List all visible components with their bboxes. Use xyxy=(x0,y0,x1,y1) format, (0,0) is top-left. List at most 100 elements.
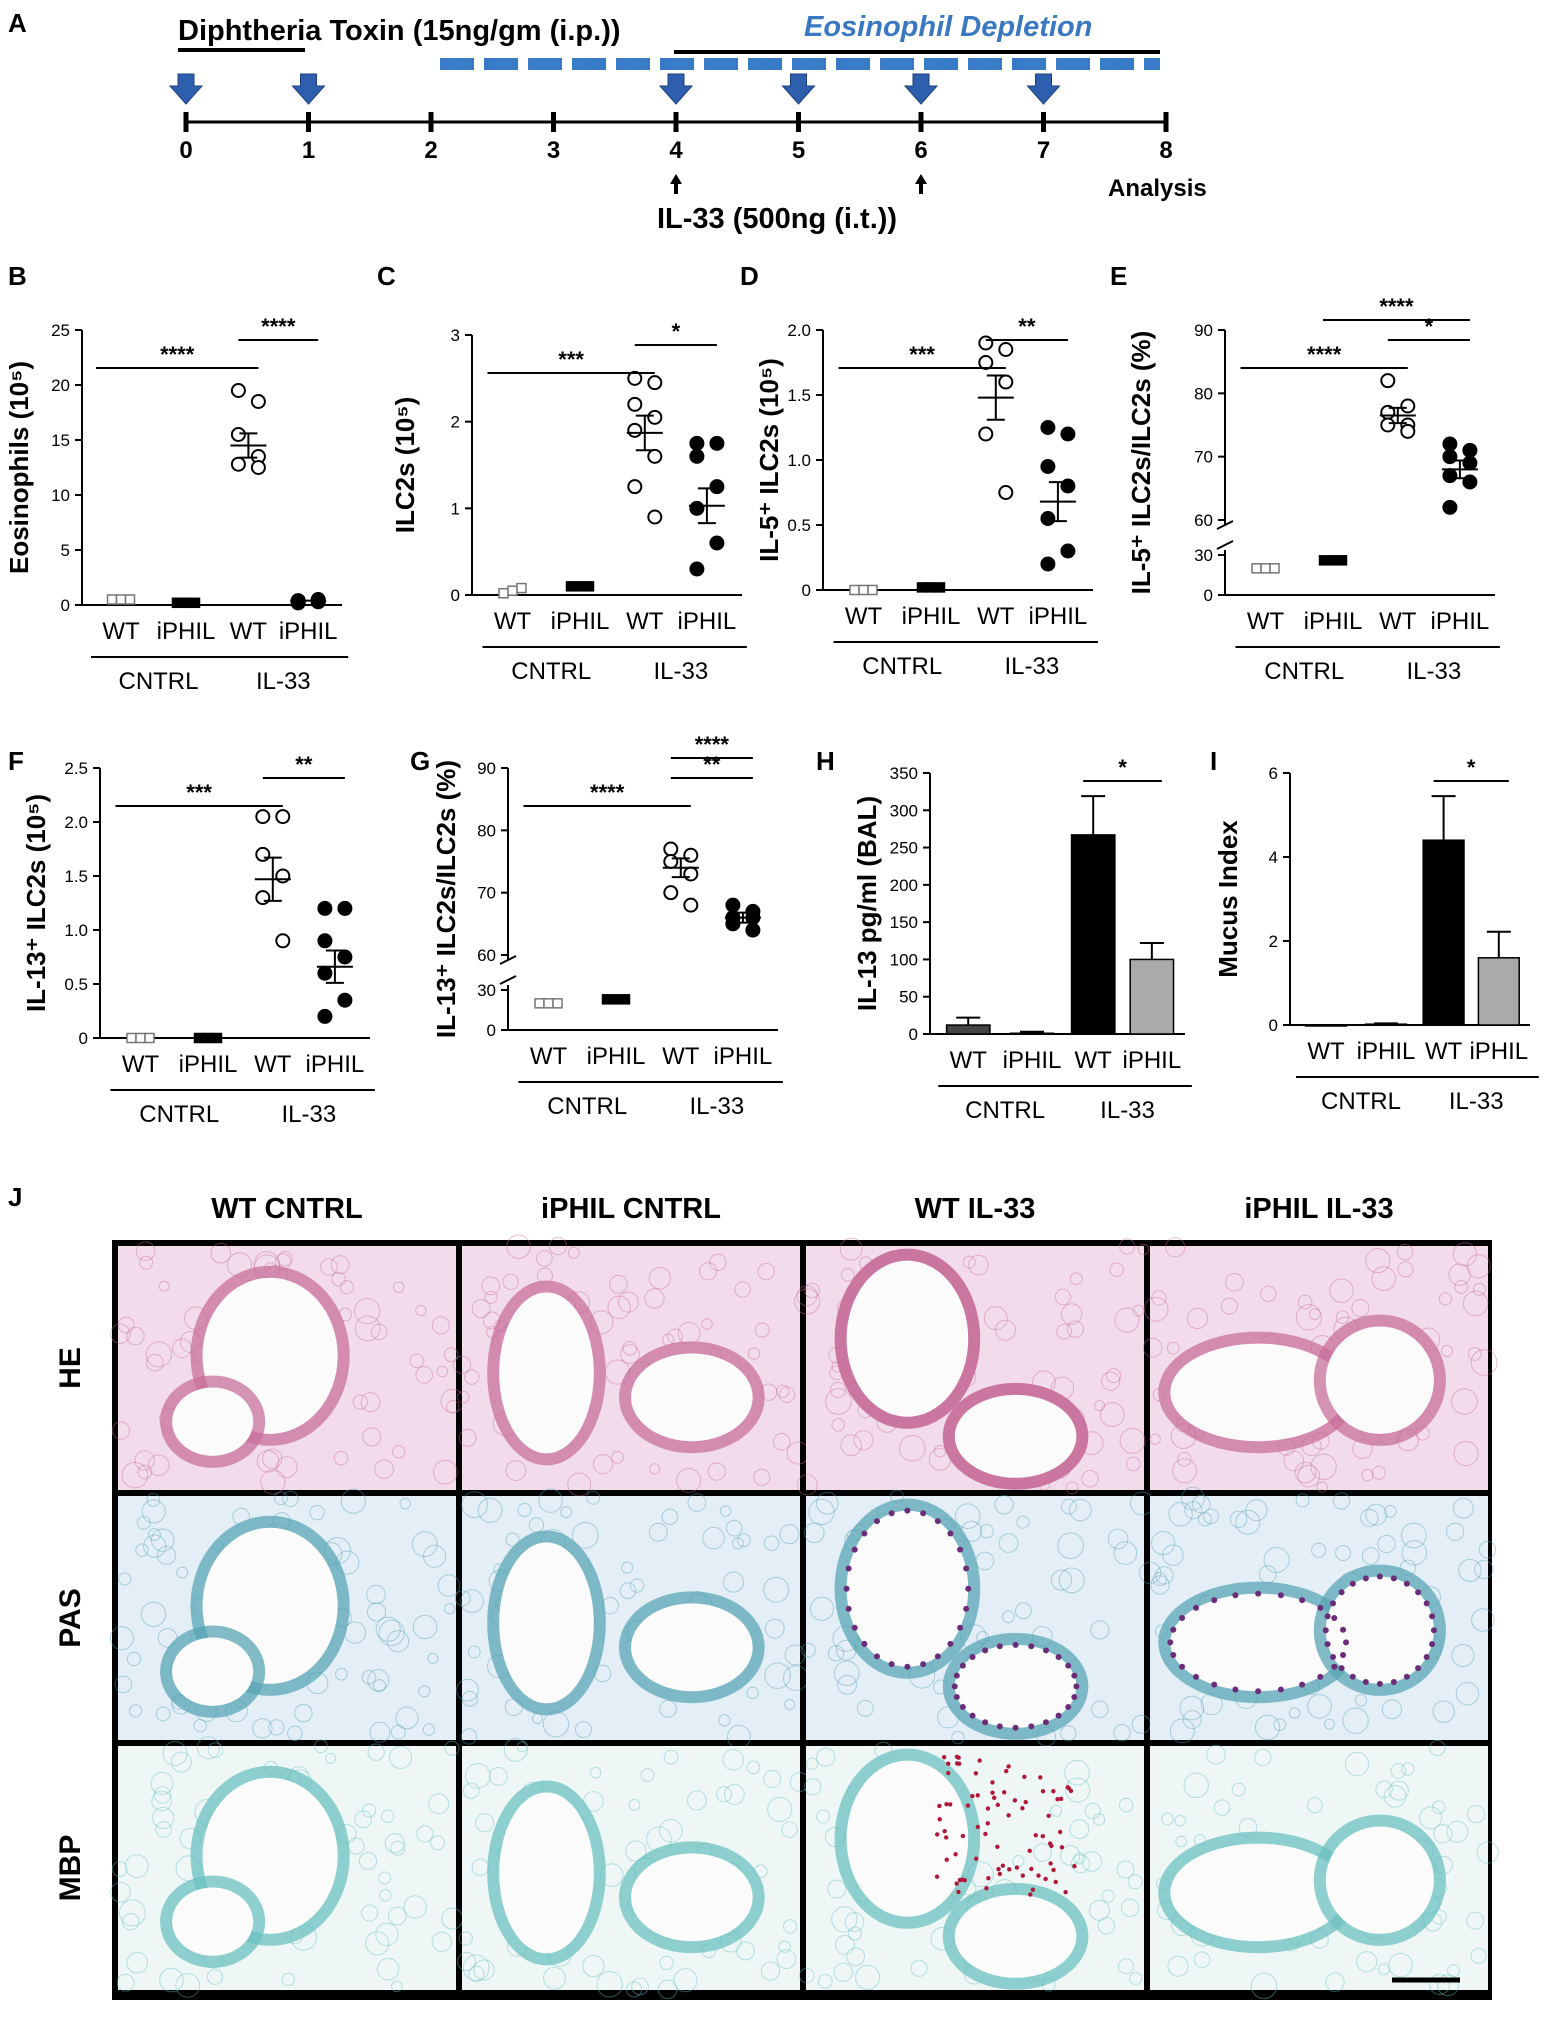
alveolus-mark xyxy=(1206,1744,1226,1765)
alveolus-mark xyxy=(831,1418,845,1432)
alveolus-mark xyxy=(625,1981,643,1998)
y-tick-label: 350 xyxy=(890,764,918,783)
mucus-mark xyxy=(969,1653,976,1660)
airway-lumen xyxy=(499,1292,594,1454)
mucus-mark xyxy=(1071,1694,1078,1701)
data-point xyxy=(689,435,705,451)
panel-letter-g: G xyxy=(410,746,430,776)
alveolus-mark xyxy=(431,1931,452,1952)
alveolus-mark xyxy=(846,1947,865,1967)
alveolus-mark xyxy=(153,1786,172,1804)
alveolus-mark xyxy=(1060,1303,1083,1325)
data-point xyxy=(193,1032,205,1044)
alveolus-mark xyxy=(1294,1461,1317,1484)
mucus-mark xyxy=(1299,1681,1306,1688)
alveolus-mark xyxy=(1335,1310,1350,1324)
alveolus-mark xyxy=(392,1445,406,1459)
alveolus-mark xyxy=(462,1782,480,1800)
y-tick-label: 60 xyxy=(477,946,496,965)
alveolus-mark xyxy=(1476,1841,1499,1864)
mucus-mark xyxy=(1331,1663,1338,1670)
condition-label: IL-33 xyxy=(1004,653,1059,680)
mucus-mark xyxy=(904,1507,911,1514)
alveolus-mark xyxy=(117,1316,135,1334)
x-group-label: iPHIL xyxy=(1469,1038,1528,1065)
alveolus-mark xyxy=(111,1861,128,1877)
alveolus-mark xyxy=(592,1454,614,1475)
y-tick-label: 2 xyxy=(451,413,460,432)
alveolus-mark xyxy=(139,1255,154,1270)
dt-arrow-icon xyxy=(1026,73,1061,105)
alveolus-mark xyxy=(418,1685,431,1698)
x-group-label: iPHIL xyxy=(1304,608,1363,635)
x-group-label: WT xyxy=(1425,1038,1463,1065)
mucus-mark xyxy=(1403,1580,1410,1587)
timeline-day-label: 4 xyxy=(669,137,683,164)
alveolus-mark xyxy=(1229,1510,1248,1529)
mucus-mark xyxy=(951,1683,958,1690)
mucus-mark xyxy=(1179,1663,1186,1670)
alveolus-mark xyxy=(753,1468,771,1486)
timeline-day-label: 1 xyxy=(302,137,315,164)
alveolus-mark xyxy=(1183,1772,1209,1799)
alveolus-mark xyxy=(702,1526,725,1550)
alveolus-mark xyxy=(1295,1304,1323,1331)
mucus-mark xyxy=(1362,1679,1369,1686)
eosinophil-mark xyxy=(948,1802,953,1807)
alveolus-mark xyxy=(709,1253,727,1271)
alveolus-mark xyxy=(1169,1718,1195,1744)
alveolus-mark xyxy=(804,1778,822,1796)
alveolus-mark xyxy=(1101,1889,1115,1903)
mucus-mark xyxy=(1179,1615,1186,1621)
data-point xyxy=(978,426,994,442)
data-point xyxy=(1251,563,1262,574)
y-tick-label: 1.0 xyxy=(64,921,88,940)
histology-image-mbp-3 xyxy=(1150,1740,1499,2000)
eosinophil-mark xyxy=(1012,1798,1018,1803)
alveolus-mark xyxy=(1297,1464,1321,1488)
alveolus-mark xyxy=(1114,1307,1140,1333)
data-point xyxy=(1462,442,1478,458)
alveolus-mark xyxy=(725,1519,743,1537)
alveolus-mark xyxy=(210,1242,232,1264)
data-point xyxy=(115,594,127,605)
alveolus-mark xyxy=(1059,1845,1081,1866)
alveolus-mark xyxy=(609,1274,628,1294)
alveolus-mark xyxy=(460,1728,478,1745)
alveolus-mark xyxy=(1050,1569,1073,1591)
eosinophil-mark xyxy=(960,1877,965,1882)
alveolus-mark xyxy=(589,1766,602,1779)
eosinophil-mark xyxy=(937,1803,942,1809)
mucus-mark xyxy=(1055,1712,1062,1719)
eosinophil-mark xyxy=(973,1771,979,1776)
significance-label: **** xyxy=(160,342,195,367)
x-group-label: iPHIL xyxy=(1029,603,1088,630)
alveolus-mark xyxy=(764,1662,791,1689)
alveolus-mark xyxy=(464,1763,491,1789)
alveolus-mark xyxy=(1288,1707,1301,1719)
alveolus-mark xyxy=(416,1825,434,1843)
eosinophil-mark xyxy=(1040,1789,1046,1794)
alveolus-mark xyxy=(1361,1547,1380,1565)
alveolus-mark xyxy=(718,1714,731,1727)
alveolus-mark xyxy=(458,1428,477,1447)
alveolus-mark xyxy=(625,1840,647,1862)
alveolus-mark xyxy=(366,1584,386,1605)
histology-column-header: iPHIL IL-33 xyxy=(1244,1193,1393,1225)
data-point xyxy=(1060,543,1076,559)
mucus-mark xyxy=(1073,1683,1080,1690)
mucus-mark xyxy=(888,1510,895,1517)
alveolus-mark xyxy=(1462,1290,1489,1317)
mucus-mark xyxy=(982,1647,989,1654)
airway-lumen xyxy=(954,1644,1077,1728)
alveolus-mark xyxy=(358,1851,378,1871)
y-tick-label: 2.0 xyxy=(787,321,811,340)
panel-letter-d: D xyxy=(740,261,759,291)
mucus-mark xyxy=(920,1661,927,1668)
eosinophil-mark xyxy=(942,1828,947,1834)
alveolus-mark xyxy=(1175,1835,1187,1848)
alveolus-mark xyxy=(162,1741,188,1767)
alveolus-mark xyxy=(994,1495,1014,1515)
data-point xyxy=(1442,436,1458,452)
alveolus-mark xyxy=(124,1854,149,1878)
